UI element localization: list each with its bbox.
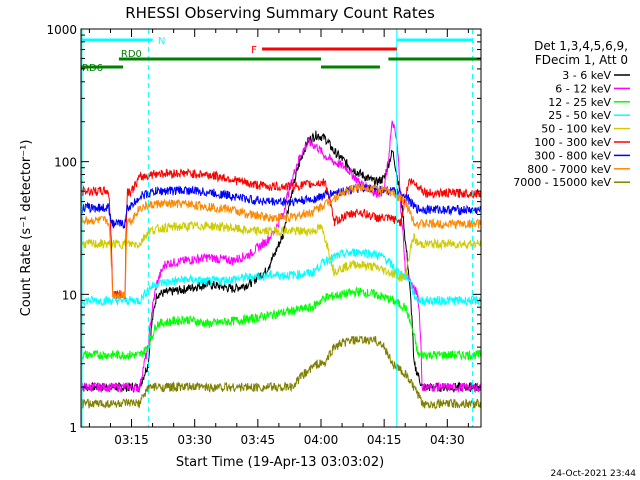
legend-label-3: 12 - 25 keV [548,96,611,109]
x-tick-label: 04:00 [304,433,339,447]
series-line-6 [80,167,482,299]
y-tick-label: 100 [54,156,77,170]
x-tick-label: 04:15 [367,433,402,447]
legend-label-7: 300 - 800 keV [534,149,611,162]
state-bars: N F RD0 RD6 [81,36,481,74]
series-line-7 [80,183,482,229]
legend-label-4: 25 - 50 keV [548,109,611,122]
legend: Det 1,3,4,5,6,9, FDecim 1, Att 0 3 - 6 k… [513,39,630,189]
x-tick-label: 03:45 [241,433,276,447]
series-line-3 [80,286,482,362]
y-tick-label: 1 [69,421,77,435]
x-axis-label: Start Time (19-Apr-13 03:03:02) [176,455,384,470]
series-layer [80,120,482,410]
legend-label-1: 3 - 6 keV [562,69,611,82]
y-tick-label: 1000 [46,23,77,37]
x-tick-label: 04:30 [430,433,465,447]
state-label-rd6: RD6 [82,63,103,74]
timestamp: 24-Oct-2021 23:44 [551,469,637,479]
x-tick-label: 03:15 [114,433,149,447]
y-axis: 1 10 100 1000 [46,23,481,435]
plot-frame [80,28,482,428]
chart-title: RHESSI Observing Summary Count Rates [125,4,435,22]
y-tick-label: 10 [62,288,77,302]
y-axis-label: Count Rate (s⁻¹ detector⁻¹) [19,140,34,317]
x-tick-label: 03:30 [177,433,212,447]
legend-label-6: 100 - 300 keV [534,136,611,149]
x-axis: 03:15 03:30 03:45 04:00 04:15 04:30 [88,29,469,447]
legend-label-9: 7000 - 15000 keV [513,176,611,189]
series-line-5 [80,220,482,283]
legend-label-8: 800 - 7000 keV [527,163,611,176]
series-line-9 [80,335,482,410]
state-label-rd0: RD0 [121,49,142,60]
series-line-8 [80,182,482,299]
series-line-1 [80,130,482,394]
legend-label-5: 50 - 100 keV [541,123,611,136]
state-label-n: N [158,36,165,47]
state-label-f: F [251,45,257,56]
legend-header-line-2: FDecim 1, Att 0 [535,53,628,67]
marker-lines [81,29,474,427]
series-line-4 [80,247,482,307]
legend-header-line-1: Det 1,3,4,5,6,9, [534,39,628,53]
legend-label-2: 6 - 12 keV [555,82,611,95]
